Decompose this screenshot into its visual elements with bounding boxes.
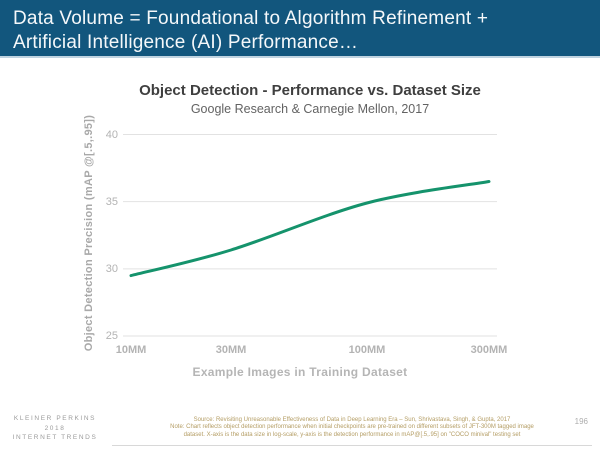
y-tick-label: 35 bbox=[105, 195, 118, 208]
y-tick-label: 30 bbox=[105, 262, 118, 275]
y-tick-label: 25 bbox=[105, 330, 118, 342]
brand-line-1: KLEINER PERKINS bbox=[13, 415, 97, 422]
x-tick-label: 30MM bbox=[215, 344, 247, 356]
chart-title: Object Detection - Performance vs. Datas… bbox=[139, 82, 481, 99]
footer-divider bbox=[112, 445, 592, 446]
data-line bbox=[129, 180, 491, 278]
x-tick-label: 10MM bbox=[115, 344, 147, 356]
brand-line-3: INTERNET TRENDS bbox=[12, 434, 98, 441]
chart-subtitle: Google Research & Carnegie Mellon, 2017 bbox=[190, 102, 430, 116]
brand-line-2: 2018 bbox=[44, 424, 66, 432]
x-tick-label: 300MM bbox=[470, 344, 508, 356]
page-number: 196 bbox=[574, 417, 588, 426]
x-tick-label: 100MM bbox=[348, 344, 386, 356]
slide-title-bar: Data Volume = Foundational to Algorithm … bbox=[0, 0, 600, 58]
y-tick-label: 40 bbox=[105, 128, 118, 141]
x-axis-label: Example Images in Training Dataset bbox=[192, 365, 408, 379]
brand-logo: KLEINER PERKINS 2018 INTERNET TRENDS bbox=[2, 414, 108, 443]
source-note: Source: Revisiting Unreasonable Effectiv… bbox=[170, 417, 534, 438]
slide-title: Data Volume = Foundational to Algorithm … bbox=[13, 8, 489, 53]
